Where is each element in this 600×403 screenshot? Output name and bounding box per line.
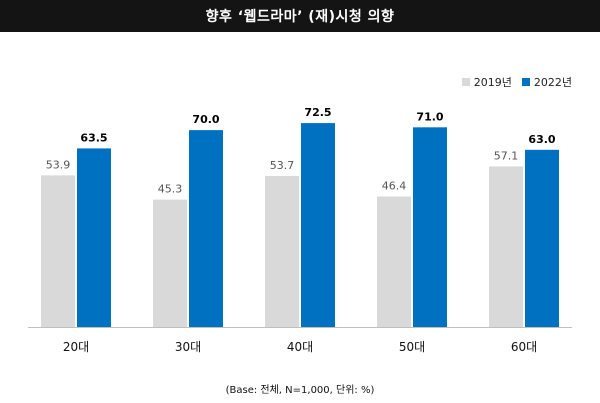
- legend-swatch-2022: [521, 78, 530, 86]
- bar-2019-3: [377, 196, 411, 327]
- bar-2019-0: [41, 175, 75, 327]
- data-label-2019-2: 53.7: [270, 159, 295, 172]
- x-tick-label-1: 30대: [175, 340, 201, 354]
- x-tick-label-2: 40대: [287, 340, 313, 354]
- data-label-2022-3: 71.0: [416, 110, 443, 123]
- bar-2022-2: [301, 123, 335, 327]
- bar-2019-1: [153, 199, 187, 327]
- x-tick-label-4: 60대: [511, 340, 537, 354]
- legend-label-2019: 2019년: [473, 76, 512, 89]
- footnote: (Base: 전체, N=1,000, 단위: %): [225, 385, 375, 396]
- x-tick-label-3: 50대: [399, 340, 425, 354]
- chart-title: 향후 ‘웹드라마’ (재)시청 의향: [205, 9, 395, 25]
- x-tick-label-0: 20대: [63, 340, 89, 354]
- legend-label-2022: 2022년: [533, 76, 572, 89]
- data-label-2022-1: 70.0: [192, 113, 219, 126]
- bar-2022-4: [525, 149, 559, 327]
- data-label-2019-1: 45.3: [158, 183, 183, 196]
- data-label-2019-3: 46.4: [382, 180, 407, 193]
- bar-2022-3: [413, 127, 447, 327]
- bar-2019-2: [265, 175, 299, 327]
- title-bar: 향후 ‘웹드라마’ (재)시청 의향: [0, 0, 600, 32]
- bar-2019-4: [489, 166, 523, 327]
- data-label-2022-0: 63.5: [80, 131, 107, 144]
- bar-2022-1: [189, 130, 223, 327]
- data-label-2022-4: 63.0: [528, 133, 555, 146]
- legend-swatch-2019: [461, 78, 470, 86]
- bar-2022-0: [77, 148, 111, 327]
- data-label-2019-0: 53.9: [46, 158, 71, 171]
- legend: 2019년 2022년: [461, 74, 572, 90]
- legend-item-2019: 2019년: [461, 74, 512, 90]
- data-label-2019-4: 57.1: [494, 149, 519, 162]
- legend-item-2022: 2022년: [521, 74, 572, 90]
- data-label-2022-2: 72.5: [304, 106, 331, 119]
